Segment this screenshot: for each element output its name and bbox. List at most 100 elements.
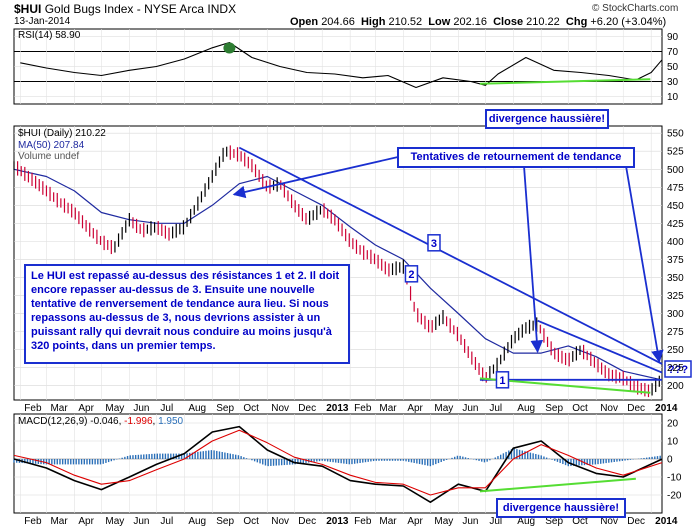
price-y-tick-label: 225 bbox=[667, 363, 684, 374]
x-tick-label: Dec bbox=[298, 516, 316, 527]
price-y-tick-label: 200 bbox=[667, 381, 684, 392]
rsi-legend: RSI(14) 58.90 bbox=[18, 30, 81, 41]
resistance-number-label: 3 bbox=[431, 238, 437, 250]
macd-divergence-callout: divergence haussière! bbox=[496, 498, 626, 518]
resistance-line-3 bbox=[238, 146, 663, 365]
x-tick-label: 2014 bbox=[655, 516, 678, 527]
macd-signal-line bbox=[13, 429, 663, 496]
x-tick-label: Jun bbox=[133, 516, 149, 527]
rsi-y-tick-label: 50 bbox=[667, 62, 679, 73]
x-tick-label: 2013 bbox=[326, 403, 349, 414]
price-y-tick-label: 275 bbox=[667, 327, 684, 338]
x-tick-label: Feb bbox=[24, 403, 42, 414]
macd-legend: MACD(12,26,9) -0.046, -1.996, 1.950 bbox=[18, 416, 184, 427]
price-y-tick-label: 475 bbox=[667, 183, 684, 194]
x-tick-label: Nov bbox=[271, 516, 289, 527]
macd-y-tick-label: 20 bbox=[667, 419, 679, 430]
x-tick-label: Nov bbox=[271, 403, 289, 414]
arrow-to-third-attempt bbox=[625, 165, 664, 364]
resistance-number-tag: ??? bbox=[664, 360, 692, 378]
x-tick-label: Jul bbox=[160, 516, 173, 527]
price-y-tick-label: 350 bbox=[667, 273, 684, 284]
macd-line bbox=[13, 425, 663, 504]
rsi-overbought-fill bbox=[223, 42, 236, 54]
resistance-number-label: 2 bbox=[408, 269, 414, 281]
x-tick-label: Jun bbox=[133, 403, 149, 414]
macd-divergence-line bbox=[479, 477, 636, 493]
x-tick-label: Nov bbox=[600, 516, 618, 527]
resistance-number-tag: 1 bbox=[495, 371, 510, 389]
x-tick-label: Feb bbox=[354, 403, 372, 414]
ohlc-readout: Open 204.66 High 210.52 Low 202.16 Close… bbox=[290, 16, 667, 28]
x-tick-label: Oct bbox=[572, 516, 588, 527]
price-y-tick-label: 525 bbox=[667, 147, 684, 158]
ma-legend: MA(50) 207.84 bbox=[18, 140, 85, 151]
x-tick-label: Jun bbox=[462, 403, 478, 414]
x-tick-label: Sep bbox=[545, 403, 563, 414]
analysis-callout: Le HUI est repassé au-dessus des résista… bbox=[24, 264, 350, 364]
rsi-y-tick-label: 70 bbox=[667, 47, 679, 58]
arrow-to-second-attempt bbox=[523, 165, 544, 353]
rsi-divergence-callout: divergence haussière! bbox=[485, 109, 609, 129]
chart-header: $HUI Gold Bugs Index - NYSE Arca INDX bbox=[14, 2, 236, 16]
x-tick-label: Mar bbox=[50, 516, 68, 527]
price-y-tick-label: 300 bbox=[667, 309, 684, 320]
price-y-tick-label: 500 bbox=[667, 165, 684, 176]
x-tick-label: 2014 bbox=[655, 403, 678, 414]
index-name: Gold Bugs Index - NYSE Arca INDX bbox=[44, 2, 237, 16]
x-tick-label: Apr bbox=[78, 403, 94, 414]
macd-y-tick-label: -10 bbox=[667, 473, 682, 484]
macd-y-tick-label: 10 bbox=[667, 437, 679, 448]
x-tick-label: Aug bbox=[517, 403, 535, 414]
price-y-tick-label: 450 bbox=[667, 201, 684, 212]
x-tick-label: Jul bbox=[160, 403, 173, 414]
x-tick-label: Apr bbox=[407, 516, 423, 527]
x-tick-label: Oct bbox=[243, 403, 259, 414]
x-tick-label: Mar bbox=[379, 403, 397, 414]
x-tick-label: Sep bbox=[216, 516, 234, 527]
x-tick-label: Sep bbox=[216, 403, 234, 414]
x-tick-label: Apr bbox=[78, 516, 94, 527]
price-y-tick-label: 250 bbox=[667, 345, 684, 356]
x-tick-label: Aug bbox=[517, 516, 535, 527]
x-tick-label: Aug bbox=[188, 403, 206, 414]
x-tick-label: Mar bbox=[50, 403, 68, 414]
price-y-tick-label: 325 bbox=[667, 291, 684, 302]
macd-y-tick-label: 0 bbox=[667, 455, 673, 466]
x-tick-label: Jul bbox=[489, 403, 502, 414]
x-tick-label: May bbox=[434, 516, 453, 527]
volume-legend: Volume undef bbox=[18, 151, 80, 162]
x-tick-label: Sep bbox=[545, 516, 563, 527]
x-tick-label: Dec bbox=[627, 516, 645, 527]
x-tick-label: Dec bbox=[298, 403, 316, 414]
x-tick-label: Mar bbox=[379, 516, 397, 527]
rsi-y-tick-label: 10 bbox=[667, 92, 679, 103]
x-tick-label: Oct bbox=[572, 403, 588, 414]
rsi-y-tick-label: 90 bbox=[667, 32, 679, 43]
watermark: © StockCharts.com bbox=[592, 3, 679, 14]
x-tick-label: May bbox=[434, 403, 453, 414]
resistance-number-label: 1 bbox=[499, 375, 505, 387]
resistance-number-label: ??? bbox=[668, 364, 688, 376]
x-tick-label: Dec bbox=[627, 403, 645, 414]
x-tick-label: Nov bbox=[600, 403, 618, 414]
rsi-line bbox=[20, 41, 663, 89]
macd-panel-frame bbox=[13, 413, 663, 514]
chart-date: 13-Jan-2014 bbox=[14, 16, 71, 27]
x-tick-label: Aug bbox=[188, 516, 206, 527]
rsi-y-tick-label: 30 bbox=[667, 77, 679, 88]
price-y-tick-label: 375 bbox=[667, 255, 684, 266]
price-y-tick-label: 400 bbox=[667, 237, 684, 248]
x-tick-label: Apr bbox=[407, 403, 423, 414]
price-y-tick-label: 550 bbox=[667, 129, 684, 140]
macd-y-tick-label: -20 bbox=[667, 491, 682, 502]
ma50-line bbox=[13, 168, 663, 381]
reversal-attempts-callout: Tentatives de retournement de tendance bbox=[397, 147, 635, 168]
x-tick-label: May bbox=[105, 403, 124, 414]
x-tick-label: Feb bbox=[354, 516, 372, 527]
resistance-number-tag: 3 bbox=[427, 234, 441, 252]
x-tick-label: 2013 bbox=[326, 516, 349, 527]
resistance-number-tag: 2 bbox=[404, 265, 419, 283]
arrow-to-first-attempt bbox=[232, 156, 399, 199]
x-tick-label: Feb bbox=[24, 516, 42, 527]
